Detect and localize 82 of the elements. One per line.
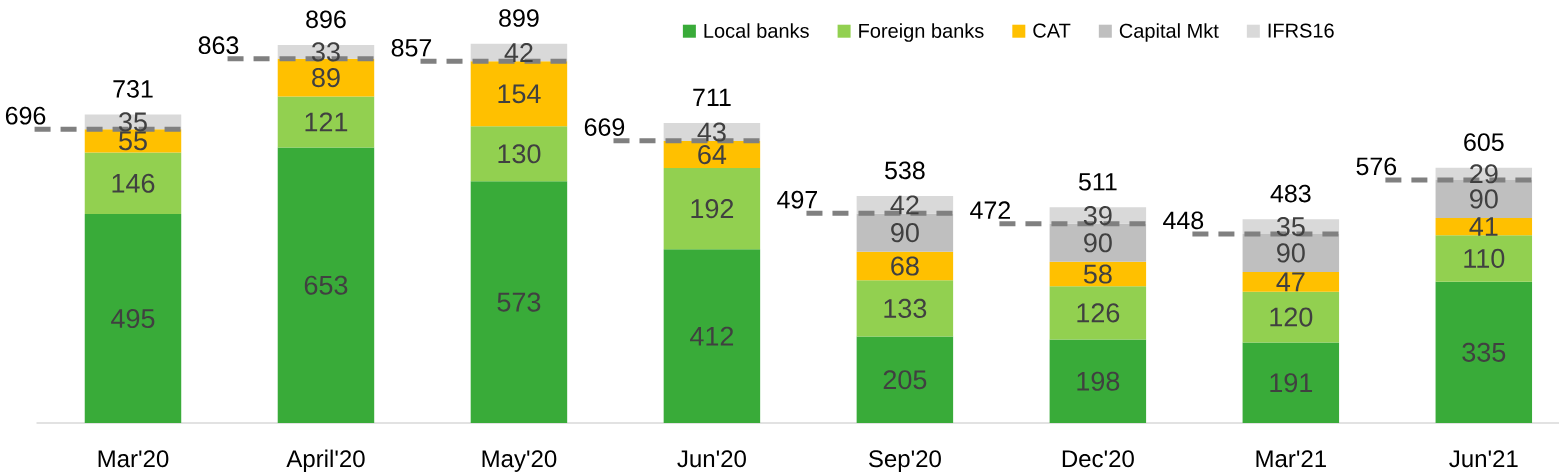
x-tick-label: May'20: [482, 450, 557, 472]
bar: [663, 168, 761, 250]
bar: [1242, 291, 1340, 343]
data-label: 154: [498, 84, 541, 104]
data-label: 120: [1270, 307, 1313, 327]
bar: [470, 181, 568, 423]
ref-line-label: 669: [584, 118, 625, 136]
data-label: 198: [1077, 371, 1120, 391]
data-label: 90: [1084, 233, 1112, 253]
data-label: 58: [1083, 264, 1112, 284]
ref-line-label: 857: [391, 38, 432, 57]
data-label: 130: [498, 144, 541, 164]
data-label: 121: [305, 112, 348, 132]
legend-label: IFRS16: [1268, 23, 1334, 38]
data-label: 653: [304, 275, 348, 295]
data-label: 90: [1470, 189, 1498, 209]
ref-line-label: 472: [970, 201, 1010, 219]
legend-label: Capital Mkt: [1119, 23, 1219, 42]
bar: [1435, 217, 1533, 236]
data-label: 35: [1276, 217, 1305, 237]
data-label: 110: [1464, 248, 1505, 268]
data-label: 41: [1469, 217, 1498, 236]
data-label: 89: [312, 68, 340, 88]
data-label: 47: [1276, 272, 1305, 292]
total-label: 483: [1270, 184, 1311, 203]
x-tick-label: Mar'21: [1256, 450, 1326, 468]
bar: [277, 147, 375, 423]
x-tick-label: Jun'20: [677, 450, 746, 468]
bar: [856, 336, 954, 423]
data-label: 335: [1462, 342, 1506, 362]
legend-label: Local banks: [704, 23, 809, 38]
x-tick-label: Dec'20: [1062, 450, 1134, 468]
data-label: 191: [1270, 373, 1313, 393]
bar: [470, 126, 568, 182]
bar: [1242, 271, 1340, 292]
data-label: 64: [698, 145, 727, 165]
bar: [856, 213, 954, 252]
x-tick-label: Jun'21: [1449, 450, 1518, 468]
total-label: 731: [113, 80, 153, 98]
data-label: 90: [1277, 243, 1305, 263]
ref-line-label: 576: [1356, 157, 1397, 176]
bar: [84, 214, 182, 423]
data-label: 146: [112, 173, 155, 193]
data-label: 42: [504, 43, 533, 62]
ref-line-label: 448: [1163, 211, 1204, 230]
data-label: 90: [891, 223, 919, 243]
x-tick-label: Mar'20: [98, 450, 169, 468]
data-label: 39: [1083, 206, 1112, 226]
data-label: 573: [497, 292, 541, 312]
ref-line-label: 863: [198, 36, 239, 55]
data-label: 412: [690, 326, 734, 346]
data-label: 495: [111, 308, 155, 329]
data-label: 192: [691, 199, 734, 219]
ref-line-label: 497: [777, 190, 817, 209]
data-label: 43: [697, 122, 726, 142]
bar: [856, 280, 954, 337]
data-label: 133: [884, 298, 927, 318]
bar: [1049, 286, 1147, 340]
total-label: 605: [1464, 133, 1504, 151]
bar: [84, 152, 182, 215]
total-label: 511: [1078, 173, 1117, 191]
data-label: 68: [891, 256, 919, 276]
data-label: 42: [890, 195, 919, 215]
x-tick-label: April'20: [286, 449, 365, 472]
x-tick-label: Sep'20: [868, 450, 941, 472]
ref-line-label: 696: [5, 106, 46, 125]
total-label: 899: [499, 9, 539, 27]
bar: [277, 96, 375, 148]
legend-label: CAT: [1033, 23, 1071, 38]
bar: [1242, 342, 1340, 423]
total-label: 538: [885, 161, 925, 180]
data-label: 55: [119, 131, 147, 151]
total-label: 711: [693, 88, 731, 106]
data-label: 205: [883, 370, 927, 390]
bar: [663, 249, 761, 423]
total-label: 896: [306, 10, 346, 29]
data-label: 126: [1077, 303, 1120, 323]
bar: [1435, 281, 1533, 423]
bar: [1049, 339, 1147, 423]
bar: [1435, 235, 1533, 282]
legend-label: Foreign banks: [859, 23, 984, 42]
bar: [470, 61, 568, 127]
